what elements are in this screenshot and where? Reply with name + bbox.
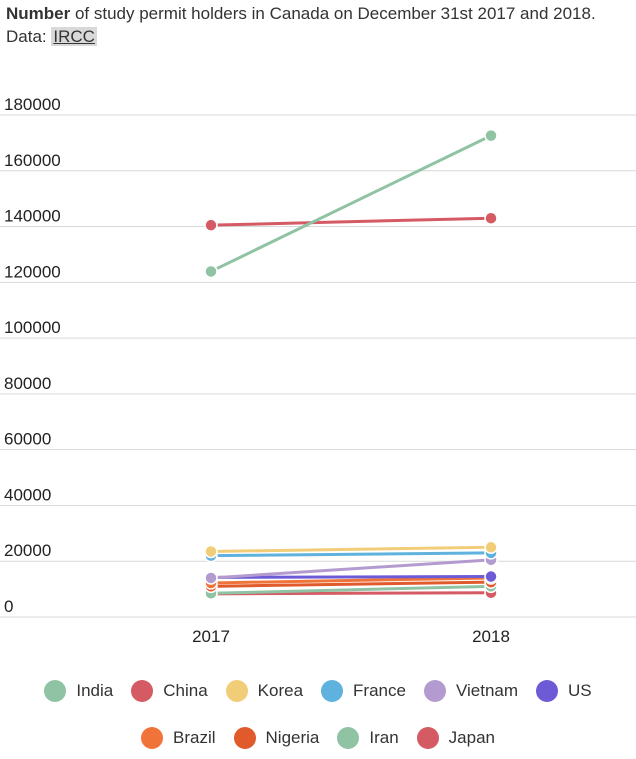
series-line	[210, 216, 492, 227]
data-point[interactable]	[484, 540, 498, 555]
legend-label: Japan	[448, 728, 495, 747]
legend-item-india[interactable]: India	[44, 680, 113, 702]
legend-swatch	[416, 727, 439, 749]
legend-label: France	[353, 681, 406, 700]
chart-title: Number of study permit holders in Canada…	[6, 2, 634, 26]
x-tick-label: 2018	[472, 627, 510, 646]
legend-row-2: Brazil Nigeria Iran Japan	[0, 727, 636, 749]
y-tick-label: 20000	[4, 541, 51, 560]
series-line	[210, 551, 492, 558]
series-korea	[204, 540, 498, 559]
legend-label: India	[76, 681, 114, 700]
y-tick-label: 80000	[4, 374, 51, 393]
x-tick-label: 2017	[192, 627, 230, 646]
data-point[interactable]	[204, 218, 218, 232]
legend-label: Brazil	[173, 728, 216, 747]
data-point[interactable]	[484, 569, 498, 584]
legend-swatch	[321, 680, 344, 702]
legend-label: US	[568, 681, 592, 700]
legend-label: Nigeria	[265, 728, 320, 747]
legend-item-us[interactable]: US	[536, 680, 592, 702]
legend-item-france[interactable]: France	[321, 680, 406, 702]
data-point[interactable]	[484, 211, 498, 225]
legend-swatch	[225, 680, 248, 702]
series-line	[210, 580, 492, 588]
y-tick-label: 40000	[4, 485, 51, 504]
legend-item-iran[interactable]: Iran	[337, 727, 399, 749]
legend-item-nigeria[interactable]: Nigeria	[233, 727, 320, 749]
legend-label: Korea	[257, 681, 304, 700]
y-tick-label: 60000	[4, 430, 51, 449]
series-china	[204, 211, 498, 232]
legend-swatch	[131, 680, 154, 702]
y-tick-label: 120000	[4, 262, 61, 281]
legend-label: China	[163, 681, 208, 700]
line-chart: 0 20000 40000 60000 80000 100000 120000 140000 1…	[0, 95, 636, 646]
series-line	[210, 576, 492, 585]
series-line	[210, 584, 492, 595]
legend-item-china[interactable]: China	[131, 680, 208, 702]
series-line	[210, 134, 492, 273]
y-tick-label: 140000	[4, 207, 61, 226]
legend-row-1: India China Korea France Vietnam US	[0, 680, 636, 702]
data-point[interactable]	[204, 544, 218, 559]
y-tick-label: 180000	[4, 95, 61, 114]
legend-item-korea[interactable]: Korea	[225, 680, 304, 702]
legend-swatch	[141, 727, 163, 749]
data-point[interactable]	[204, 571, 218, 585]
series-line	[210, 591, 492, 596]
grid-lines	[0, 114, 636, 618]
series-india	[204, 128, 498, 279]
legend-swatch	[44, 680, 67, 702]
data-point[interactable]	[204, 264, 218, 279]
series-group	[204, 128, 498, 601]
chart-title-bold: Number	[6, 4, 71, 23]
data-source: Data: IRCC	[6, 26, 97, 48]
legend-swatch	[423, 680, 446, 702]
legend-swatch	[536, 680, 559, 702]
y-tick-label: 0	[4, 597, 13, 616]
y-tick-label: 160000	[4, 151, 61, 170]
x-axis-ticks: 2017 2018	[192, 627, 510, 646]
series-line	[210, 545, 492, 553]
legend-item-brazil[interactable]: Brazil	[141, 727, 216, 749]
legend-swatch	[337, 727, 360, 749]
legend-label: Iran	[369, 728, 399, 747]
series-line	[210, 575, 492, 579]
legend-item-vietnam[interactable]: Vietnam	[423, 680, 519, 702]
y-tick-label: 100000	[4, 318, 61, 337]
chart-title-rest: of study permit holders in Canada on Dec…	[70, 4, 596, 23]
legend-item-japan[interactable]: Japan	[416, 727, 495, 749]
series-line	[210, 558, 492, 580]
data-point[interactable]	[484, 128, 498, 143]
source-link[interactable]: IRCC	[51, 27, 97, 46]
data-source-prefix: Data:	[6, 27, 52, 46]
legend-swatch	[233, 727, 256, 749]
y-axis-ticks: 0 20000 40000 60000 80000 100000 120000 140000 1…	[4, 95, 61, 616]
legend-label: Vietnam	[455, 681, 519, 700]
